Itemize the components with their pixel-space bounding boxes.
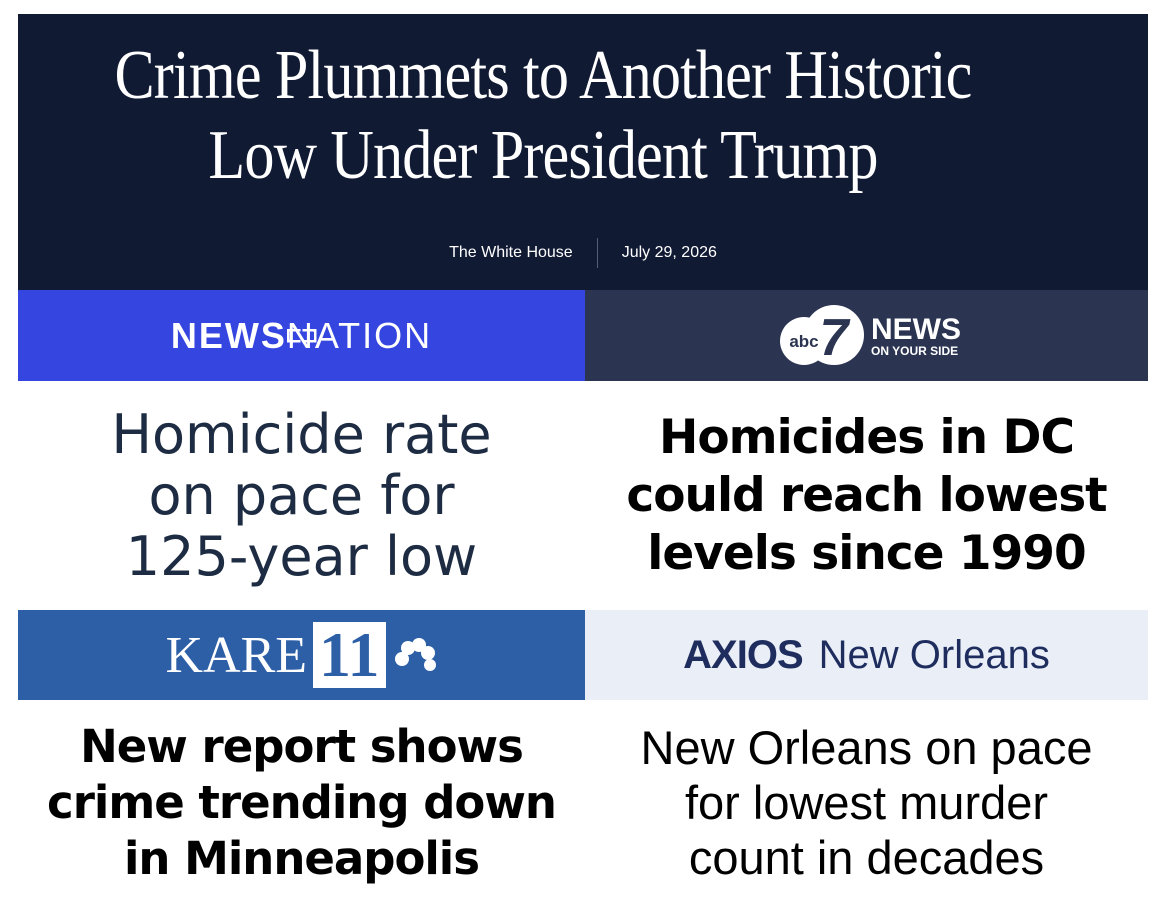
headline: Homicide rate on pace for 125-year low bbox=[18, 381, 585, 610]
tagline: ON YOUR SIDE bbox=[871, 343, 959, 358]
headline-line: Homicides in DC bbox=[659, 409, 1075, 465]
title-line: Low Under President Trump bbox=[208, 117, 878, 194]
headline-line: Homicide rate bbox=[111, 403, 492, 466]
abc-words: NEWS ON YOUR SIDE bbox=[871, 312, 961, 358]
headline-line: New Orleans on pace bbox=[640, 721, 1093, 774]
headline-line: count in decades bbox=[688, 831, 1045, 884]
header: Crime Plummets to Another Historic Low U… bbox=[18, 14, 1148, 290]
logo-bold: NEWS bbox=[871, 312, 961, 346]
abc-text: abc bbox=[789, 332, 818, 351]
logo-bold: NEWS bbox=[170, 314, 287, 356]
source: The White House bbox=[449, 244, 573, 262]
logo-number: 11 bbox=[313, 622, 386, 688]
headline-line: for lowest murder bbox=[684, 776, 1049, 829]
logo-bold: AXIOS bbox=[683, 632, 803, 677]
headline-line: on pace for bbox=[148, 464, 455, 527]
headline: New Orleans on pace for lowest murder co… bbox=[585, 700, 1148, 905]
logo-regular: New Orleans bbox=[818, 632, 1050, 677]
logo-axios: AXIOS New Orleans bbox=[585, 610, 1148, 700]
separator bbox=[596, 238, 598, 268]
headline: Homicides in DC could reach lowest level… bbox=[585, 381, 1148, 610]
logo-kare11: KARE 11 bbox=[18, 610, 585, 700]
abc-mark: abc 7 bbox=[780, 304, 864, 367]
headline-line: could reach lowest bbox=[626, 467, 1107, 523]
headline: New report shows crime trending down in … bbox=[18, 700, 585, 905]
logo-text: NEWSNATION bbox=[171, 315, 432, 357]
logo-newsnation: NEWSNATION bbox=[18, 290, 585, 381]
peacock bbox=[394, 638, 436, 671]
logo-abc7: abc 7 NEWS ON YOUR SIDE bbox=[585, 290, 1148, 381]
date: July 29, 2026 bbox=[621, 244, 717, 262]
seven-text: 7 bbox=[820, 309, 851, 367]
headline-line: in Minneapolis bbox=[123, 831, 480, 885]
logo-bold: KARE bbox=[165, 626, 308, 684]
headline-line: crime trending down bbox=[47, 775, 557, 829]
logo-regular: NATION bbox=[286, 314, 433, 356]
headline-line: levels since 1990 bbox=[647, 525, 1086, 581]
seven-circle bbox=[804, 304, 864, 365]
headline-line: 125-year low bbox=[125, 525, 478, 588]
byline: The White House July 29, 2026 bbox=[18, 238, 1148, 268]
headline-line: New report shows bbox=[80, 719, 524, 773]
title-line: Crime Plummets to Another Historic bbox=[114, 37, 973, 114]
